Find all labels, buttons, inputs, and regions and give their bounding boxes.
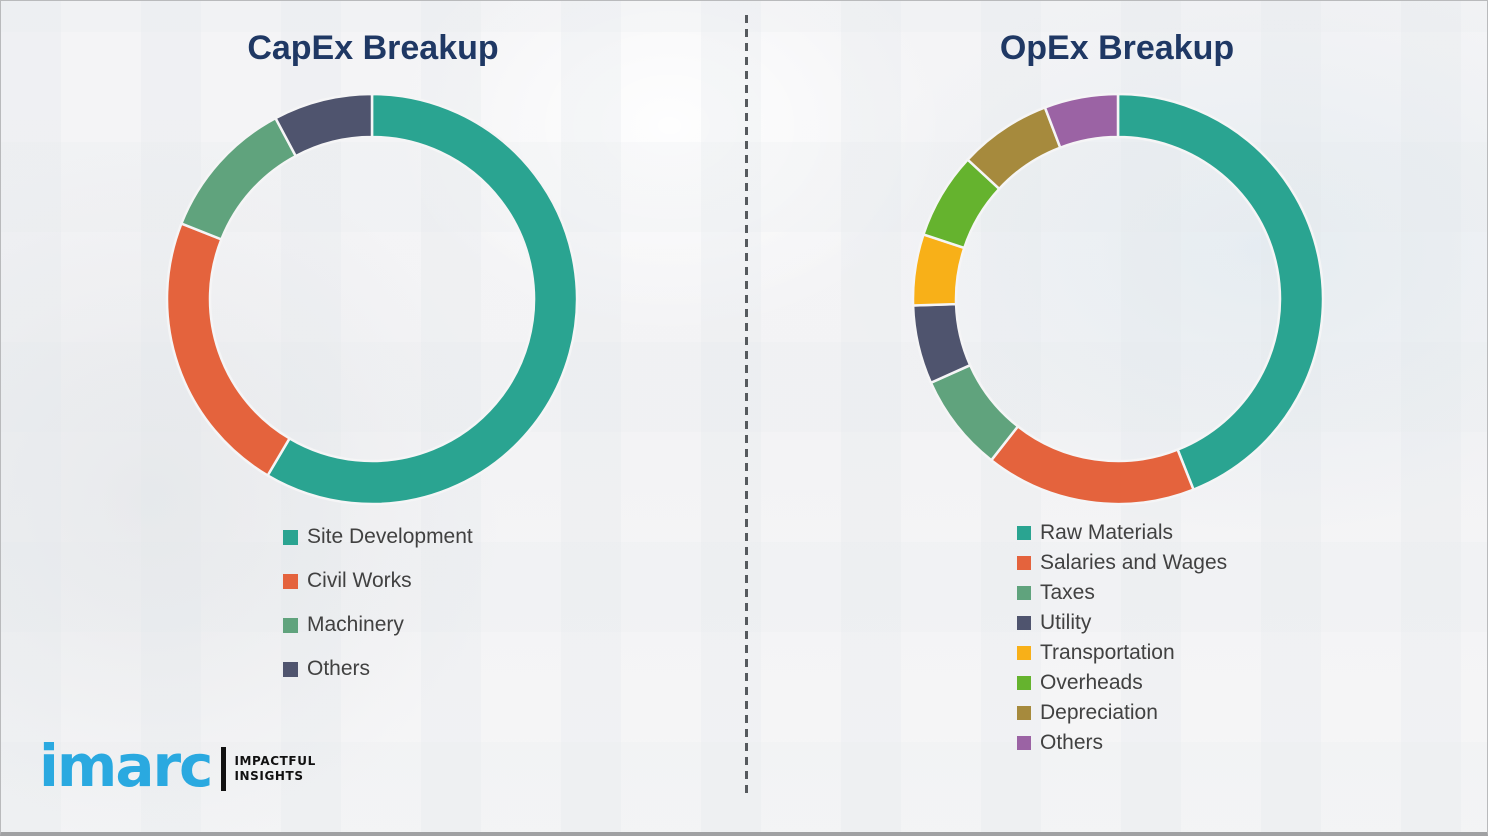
legend-label: Raw Materials xyxy=(1040,521,1174,544)
legend-swatch-salaries-and-wages xyxy=(1017,556,1031,570)
logo-tagline: IMPACTFUL INSIGHTS xyxy=(234,754,315,784)
legend-swatch-depreciation xyxy=(1017,706,1031,720)
legend-label: Salaries and Wages xyxy=(1040,551,1228,574)
legend-item: Civil Works xyxy=(283,559,473,603)
opex-title: OpEx Breakup xyxy=(999,29,1235,67)
legend-swatch-transportation xyxy=(1017,646,1031,660)
donut-segment-civil-works xyxy=(165,221,292,478)
imarc-logo-wordmark: imarc xyxy=(39,732,213,800)
legend-item: Machinery xyxy=(283,603,473,647)
capex-donut-chart xyxy=(165,92,579,506)
legend-swatch-others xyxy=(283,661,298,677)
donut-segment-others xyxy=(273,92,374,158)
legend-swatch-site-development xyxy=(283,529,298,545)
legend-item: Taxes xyxy=(1017,578,1227,608)
legend-swatch-overheads xyxy=(1017,676,1031,690)
legend-item: Transportation xyxy=(1017,638,1227,668)
logo-tagline-line2: INSIGHTS xyxy=(234,769,304,783)
dashed-divider xyxy=(745,15,748,793)
legend-swatch-machinery xyxy=(283,617,298,633)
legend-swatch-taxes xyxy=(1017,586,1031,600)
capex-title: CapEx Breakup xyxy=(247,29,499,67)
capex-legend: Site Development Civil Works Machinery O… xyxy=(283,515,473,691)
donut-segment-machinery xyxy=(179,116,298,241)
legend-item: Overheads xyxy=(1017,668,1227,698)
legend-item: Utility xyxy=(1017,608,1227,638)
legend-label: Civil Works xyxy=(307,569,412,592)
legend-label: Utility xyxy=(1040,611,1092,634)
legend-label: Overheads xyxy=(1040,671,1143,694)
opex-legend: Raw Materials Salaries and Wages Taxes U… xyxy=(1017,518,1227,758)
legend-item: Salaries and Wages xyxy=(1017,548,1227,578)
legend-swatch-utility xyxy=(1017,616,1031,630)
logo-tagline-line1: IMPACTFUL xyxy=(234,754,316,768)
donut-segment-others xyxy=(1043,92,1120,150)
legend-swatch-civil-works xyxy=(283,573,298,589)
legend-label: Site Development xyxy=(307,525,473,548)
donut-segment-salaries-and-wages xyxy=(989,424,1196,506)
legend-item: Others xyxy=(1017,728,1227,758)
legend-item: Raw Materials xyxy=(1017,518,1227,548)
legend-label: Transportation xyxy=(1040,641,1175,664)
legend-item: Others xyxy=(283,647,473,691)
legend-label: Depreciation xyxy=(1040,701,1158,724)
legend-label: Others xyxy=(1040,731,1104,754)
legend-swatch-others xyxy=(1017,736,1031,750)
legend-label: Taxes xyxy=(1040,581,1095,604)
legend-item: Site Development xyxy=(283,515,473,559)
donut-segment-raw-materials xyxy=(1116,92,1325,492)
opex-donut-chart xyxy=(911,92,1325,506)
donut-segment-site-development xyxy=(265,92,579,506)
legend-label: Others xyxy=(307,657,371,680)
imarc-logo: imarc IMPACTFUL INSIGHTS xyxy=(39,737,316,795)
legend-swatch-raw-materials xyxy=(1017,526,1031,540)
logo-divider-bar xyxy=(221,747,227,791)
legend-item: Depreciation xyxy=(1017,698,1227,728)
legend-label: Machinery xyxy=(307,613,404,636)
